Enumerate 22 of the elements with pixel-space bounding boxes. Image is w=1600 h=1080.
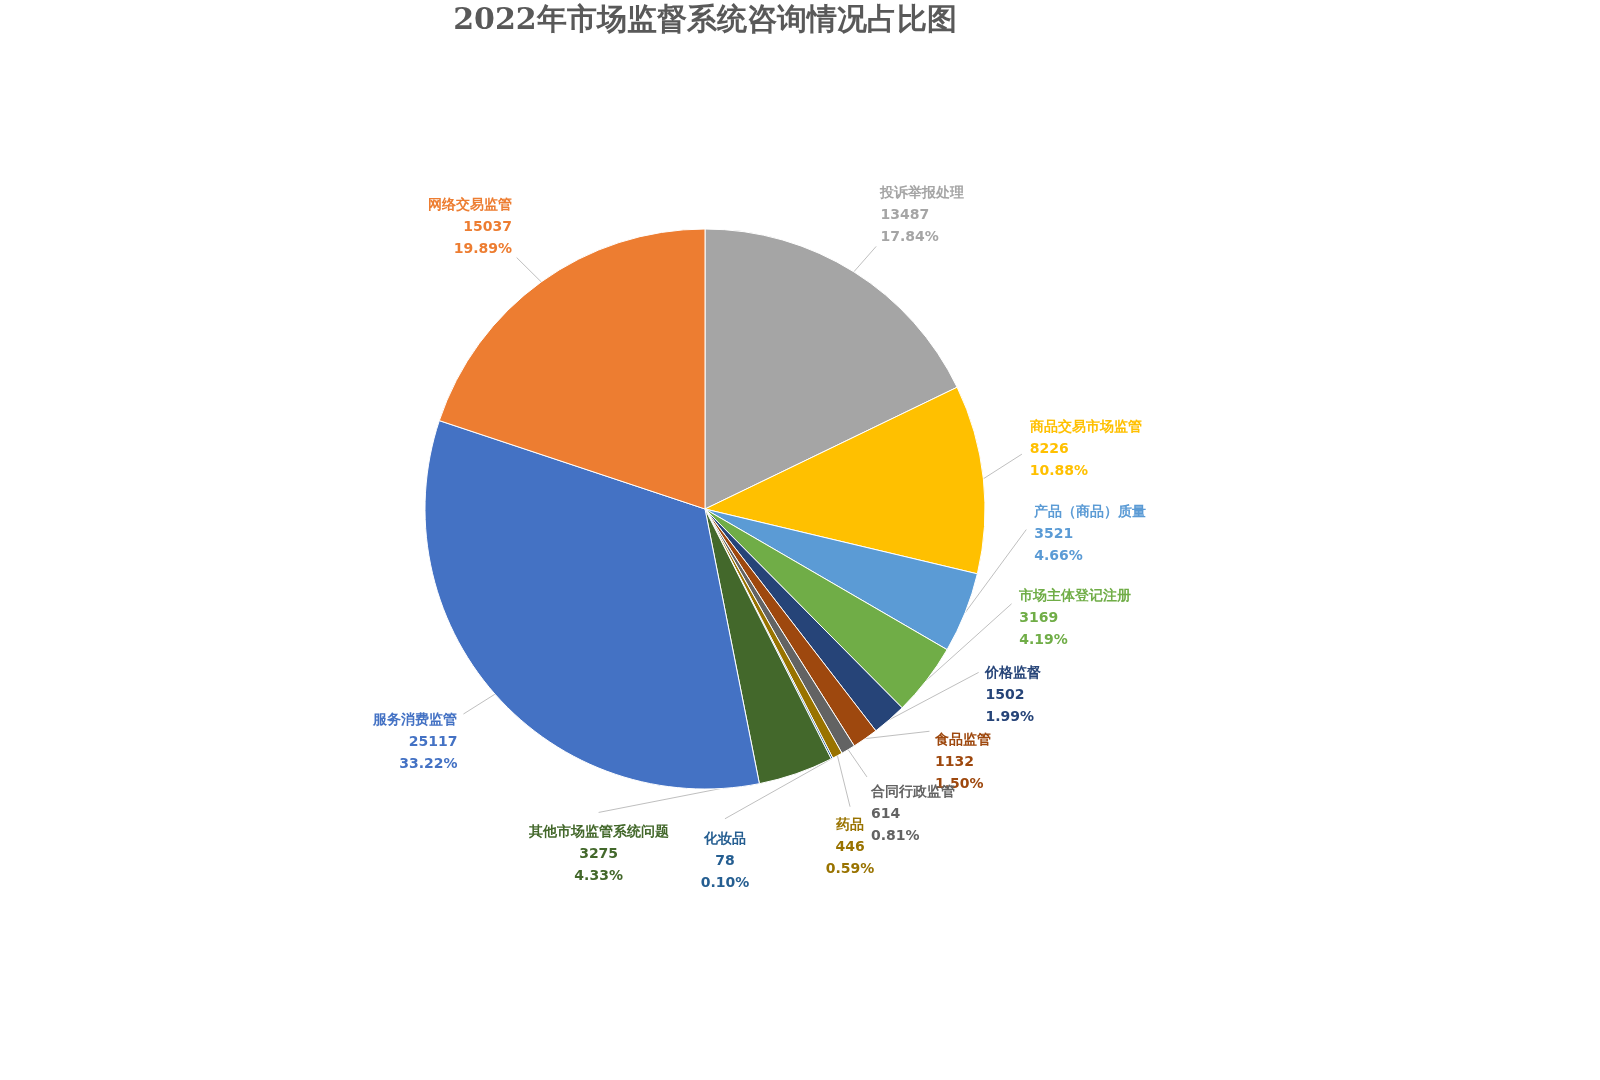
data-label: 78 0.10% (700, 851, 750, 890)
slice-label: 化妆品 (702, 829, 746, 846)
data-label: 15037 19.89% (453, 218, 512, 257)
slice-label: 服务消费监管 (372, 711, 458, 728)
slice-label: 药品 (835, 816, 865, 833)
data-label: 3169 4.19% (1019, 609, 1068, 648)
data-label: 614 0.81% (870, 804, 920, 843)
data-label: 25117 33.22% (399, 733, 458, 772)
slice-label: 食品监管 (934, 730, 992, 747)
data-label: 3275 4.33% (574, 844, 623, 883)
data-label: 8226 10.88% (1029, 440, 1089, 479)
data-label: 13487 17.84% (880, 205, 939, 244)
chart-title: 2022年市场监督系统咨询情况占比图 (453, 1, 957, 36)
slice-label: 市场主体登记注册 (1018, 587, 1132, 604)
slice-label: 网络交易监管 (427, 196, 512, 213)
data-label: 3521 4.66% (1034, 525, 1083, 564)
slice-label: 投诉举报处理 (879, 183, 965, 200)
slice-label: 商品交易市场监管 (1028, 418, 1142, 435)
slice-label: 产品（商品）质量 (1033, 503, 1147, 520)
data-label: 1502 1.99% (985, 686, 1035, 725)
slice-label: 价格监督 (984, 664, 1042, 681)
slice-label: 其他市场监管系统问题 (527, 822, 669, 839)
